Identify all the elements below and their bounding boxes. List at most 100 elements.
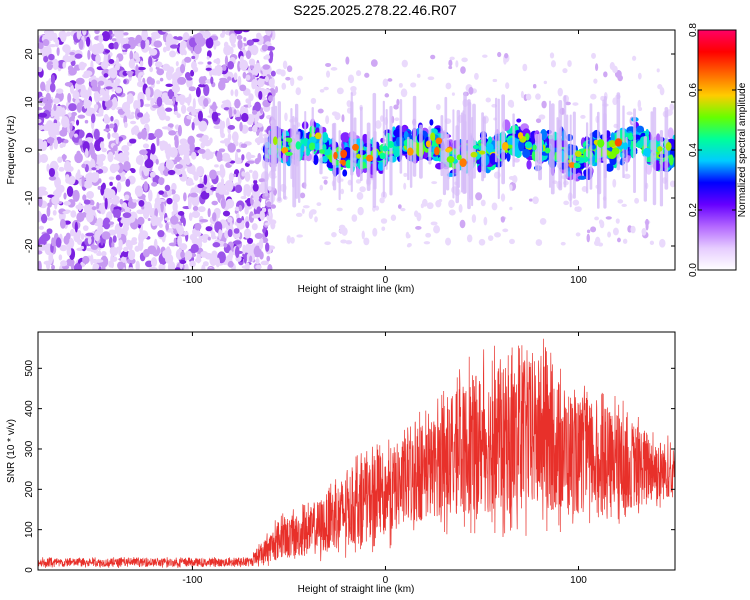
heatmap-noise-cell bbox=[205, 67, 212, 71]
heatmap-noise-cell bbox=[189, 260, 196, 268]
heatmap-noise-cell bbox=[192, 66, 199, 73]
heatmap-noise-cell bbox=[148, 56, 153, 68]
heatmap-faint-cell bbox=[416, 212, 422, 222]
heatmap-hot-cell bbox=[430, 132, 436, 141]
heatmap-noise-cell bbox=[39, 153, 49, 163]
heatmap-noise-cell bbox=[111, 38, 117, 42]
heatmap-noise-cell bbox=[78, 39, 84, 50]
heatmap-faint-cell bbox=[401, 59, 408, 68]
heatmap-noise-cell bbox=[130, 168, 136, 174]
heatmap-faint-cell bbox=[502, 228, 509, 233]
heatmap-noise-cell bbox=[137, 216, 145, 225]
heatmap-faint-cell bbox=[641, 227, 647, 236]
heatmap-noise-cell bbox=[101, 250, 107, 257]
heatmap-noise-cell bbox=[191, 55, 196, 60]
heatmap-faint-cell bbox=[497, 51, 502, 58]
heatmap-noise-cell bbox=[237, 75, 242, 88]
heatmap-noise-cell bbox=[59, 218, 66, 229]
heatmap-noise-cell bbox=[171, 96, 176, 106]
heatmap-faint-cell bbox=[351, 214, 358, 222]
heatmap-noise-cell bbox=[99, 88, 106, 96]
heatmap-noise-cell bbox=[151, 181, 158, 187]
heatmap-signal-cell bbox=[340, 132, 351, 143]
heatmap-faint-cell bbox=[599, 220, 605, 229]
heatmap-faint-cell bbox=[615, 218, 620, 224]
heatmap-noise-cell bbox=[254, 157, 260, 165]
heatmap-noise-cell bbox=[205, 226, 213, 232]
heatmap-noise-cell bbox=[198, 120, 208, 132]
heatmap-noise-cell bbox=[102, 217, 111, 230]
heatmap-faint-cell bbox=[485, 97, 491, 103]
heatmap-faint-cell bbox=[539, 217, 547, 225]
heatmap-faint-cell bbox=[302, 205, 310, 209]
heatmap-faint-cell bbox=[595, 63, 599, 71]
heatmap-noise-cell bbox=[108, 59, 115, 65]
heatmap-noise-cell bbox=[57, 156, 63, 163]
heatmap-faint-cell bbox=[474, 72, 479, 80]
heatmap-faint-cell bbox=[347, 74, 355, 84]
heatmap-signal-cell bbox=[668, 154, 674, 166]
heatmap-noise-cell bbox=[122, 224, 130, 232]
heatmap-noise-cell bbox=[252, 183, 259, 192]
heatmap-hot-cell bbox=[472, 144, 480, 150]
heatmap-noise-cell bbox=[141, 205, 145, 210]
heatmap-noise-cell bbox=[100, 255, 109, 268]
heatmap-signal-cell bbox=[577, 175, 587, 180]
heatmap-hot-cell bbox=[470, 151, 478, 158]
heatmap-noise-cell bbox=[234, 30, 243, 35]
heatmap-noise-cell bbox=[115, 174, 121, 181]
heatmap-faint-cell bbox=[394, 117, 400, 122]
heatmap-noise-cell bbox=[53, 138, 59, 150]
heatmap-noise-cell bbox=[250, 44, 259, 56]
heatmap-noise-cell bbox=[234, 116, 242, 121]
heatmap-noise-cell bbox=[213, 125, 222, 130]
heatmap-noise-cell bbox=[113, 30, 122, 39]
heatmap-x-tick-label: 0 bbox=[383, 275, 389, 286]
heatmap-hot-cell bbox=[333, 151, 338, 160]
heatmap-noise-cell bbox=[71, 134, 81, 143]
heatmap-noise-cell bbox=[227, 216, 233, 223]
heatmap-noise-cell bbox=[169, 44, 179, 49]
heatmap-noise-cell bbox=[164, 99, 174, 105]
heatmap-noise-cell bbox=[62, 153, 66, 163]
heatmap-faint-cell bbox=[580, 114, 586, 119]
heatmap-noise-cell bbox=[125, 215, 131, 227]
heatmap-noise-cell bbox=[110, 115, 114, 122]
heatmap-noise-cell bbox=[252, 197, 260, 201]
heatmap-noise-cell bbox=[46, 163, 50, 172]
heatmap-faint-cell bbox=[543, 80, 548, 85]
heatmap-noise-cell bbox=[118, 239, 123, 249]
heatmap-noise-cell bbox=[112, 145, 118, 152]
heatmap-noise-cell bbox=[97, 185, 102, 190]
heatmap-faint-cell bbox=[326, 70, 331, 78]
heatmap-noise-cell bbox=[221, 30, 226, 37]
heatmap-faint-cell bbox=[334, 112, 341, 121]
heatmap-noise-cell bbox=[94, 230, 101, 242]
heatmap-noise-cell bbox=[150, 143, 156, 155]
heatmap-faint-cell bbox=[359, 186, 366, 193]
heatmap-hot-cell bbox=[568, 162, 576, 168]
heatmap-faint-cell bbox=[355, 179, 362, 184]
heatmap-noise-cell bbox=[261, 207, 267, 213]
heatmap-noise-cell bbox=[139, 230, 149, 240]
heatmap-noise-cell bbox=[174, 86, 178, 98]
heatmap-noise-cell bbox=[193, 44, 202, 55]
heatmap-noise-cell bbox=[205, 188, 211, 194]
heatmap-noise-cell bbox=[265, 242, 270, 252]
heatmap-faint-cell bbox=[390, 214, 397, 221]
heatmap-noise-cell bbox=[213, 42, 217, 50]
heatmap-noise-cell bbox=[169, 50, 177, 58]
heatmap-noise-cell bbox=[129, 138, 137, 144]
heatmap-noise-cell bbox=[246, 154, 256, 159]
heatmap-faint-cell bbox=[492, 78, 498, 83]
heatmap-noise-cell bbox=[132, 198, 137, 203]
heatmap-noise-cell bbox=[166, 197, 173, 205]
heatmap-noise-cell bbox=[60, 107, 66, 118]
heatmap-faint-cell bbox=[460, 66, 466, 74]
heatmap-noise-cell bbox=[207, 61, 212, 65]
heatmap-noise-cell bbox=[254, 78, 258, 90]
heatmap-faint-cell bbox=[656, 68, 660, 73]
heatmap-noise-cell bbox=[216, 182, 225, 191]
heatmap-faint-cell bbox=[572, 199, 580, 206]
heatmap-noise-cell bbox=[227, 60, 235, 70]
